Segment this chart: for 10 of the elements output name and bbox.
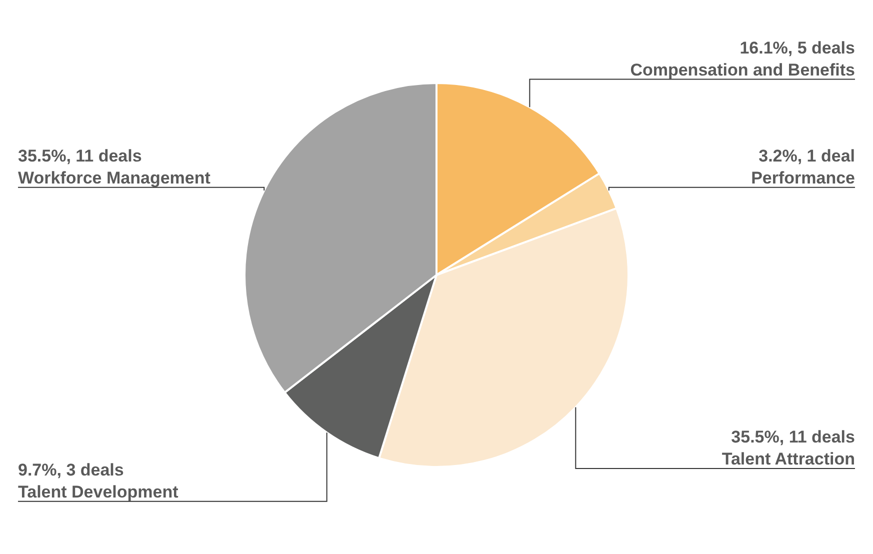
data-label: 35.5%, 11 deals xyxy=(18,146,142,166)
data-label: 35.5%, 11 deals xyxy=(731,428,855,447)
slice-label: Performance xyxy=(751,168,855,188)
data-label: 3.2%, 1 deal xyxy=(758,146,855,166)
slice-label: Talent Development xyxy=(18,482,179,502)
slice-label: Workforce Management xyxy=(18,168,211,188)
slice-label: Talent Attraction xyxy=(722,450,855,469)
data-label: 16.1%, 5 deals xyxy=(740,38,855,58)
data-label: 9.7%, 3 deals xyxy=(18,460,124,480)
slice-label: Compensation and Benefits xyxy=(630,60,855,80)
